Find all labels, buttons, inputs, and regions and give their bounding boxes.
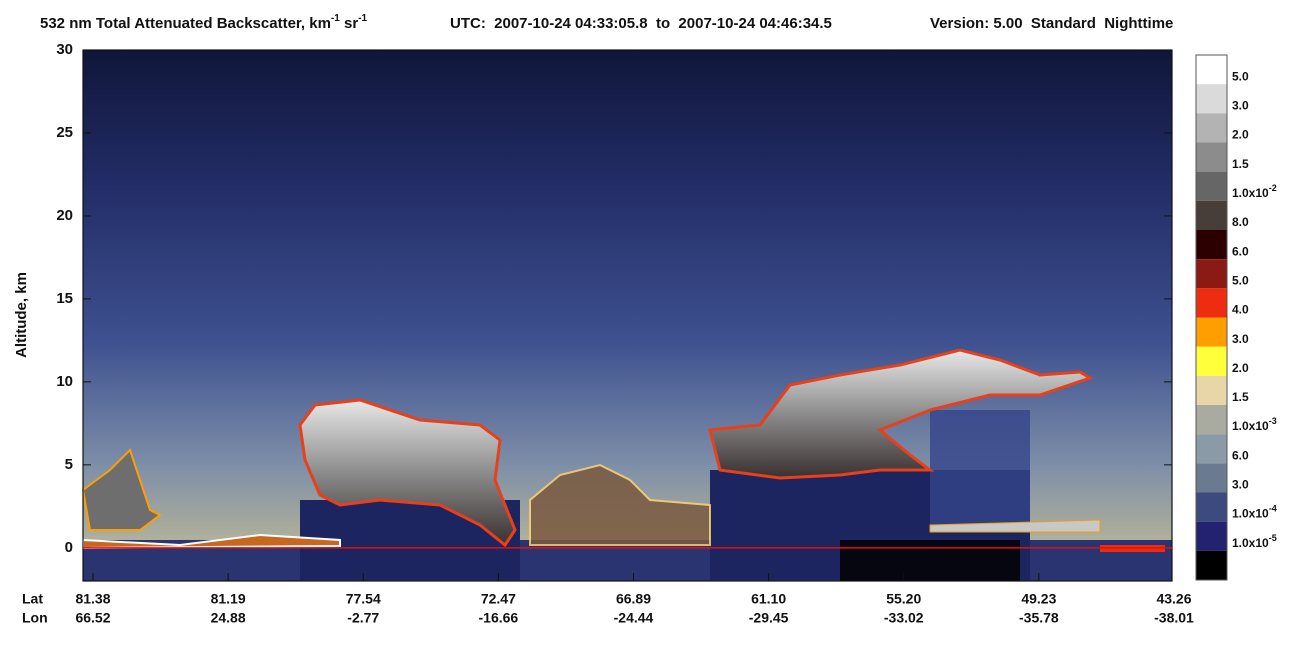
x-tick-label: -33.02	[884, 610, 924, 626]
colorbar-label: 1.5	[1232, 157, 1249, 171]
colorbar-label: 6.0	[1232, 244, 1249, 258]
title-exp: -1	[331, 13, 340, 24]
x-tick-label: -35.78	[1019, 610, 1059, 626]
colorbar-swatch	[1196, 230, 1227, 260]
y-tick-label: 5	[65, 456, 73, 473]
y-tick-label: 30	[56, 41, 73, 58]
colorbar-label-base: 1.0x10	[1232, 507, 1269, 521]
x-tick-label: -16.66	[479, 610, 519, 626]
colorbar-swatch	[1196, 171, 1227, 201]
colorbar-swatch	[1196, 317, 1227, 347]
colorbar-swatch	[1196, 346, 1227, 376]
x-tick-label: -38.01	[1154, 610, 1194, 626]
y-tick-label: 0	[65, 539, 73, 556]
x-tick-label: 43.26	[1156, 591, 1191, 607]
colorbar-swatch	[1196, 492, 1227, 522]
colorbar-label-exp: -3	[1269, 417, 1277, 427]
x-tick-label: 55.20	[886, 591, 921, 607]
x-tick-label: 72.47	[481, 591, 516, 607]
title-text: 532 nm Total Attenuated Backscatter, km	[40, 15, 331, 32]
colorbar-frame	[1195, 54, 1228, 581]
x-tick-label: -2.77	[347, 610, 379, 626]
x-tick-label: -24.44	[614, 610, 654, 626]
colorbar-label: 2.0	[1232, 128, 1249, 142]
colorbar-swatch	[1196, 434, 1227, 464]
colorbar-swatch	[1196, 288, 1227, 318]
x-tick-label: 66.52	[75, 610, 110, 626]
colorbar-label: 8.0	[1232, 215, 1249, 229]
colorbar-label: 1.5	[1232, 390, 1249, 404]
chart-title: 532 nm Total Attenuated Backscatter, km-…	[40, 13, 368, 32]
y-tick-label: 25	[56, 124, 73, 141]
colorbar-label: 6.0	[1232, 449, 1249, 463]
x-tick-label: 24.88	[211, 610, 246, 626]
colorbar-label: 5.0	[1232, 274, 1249, 288]
colorbar-label: 3.0	[1232, 332, 1249, 346]
x-tick-label: 81.19	[211, 591, 246, 607]
colorbar-label: 1.0x10-3	[1232, 417, 1277, 434]
y-tick-label: 15	[56, 290, 73, 307]
colorbar-swatch	[1196, 142, 1227, 172]
colorbar-swatch	[1196, 550, 1227, 580]
colorbar-label-base: 1.0x10	[1232, 419, 1269, 433]
x-tick-label: 81.38	[75, 591, 110, 607]
colorbar-label: 3.0	[1232, 99, 1249, 113]
colorbar-label: 1.0x10-5	[1232, 533, 1277, 550]
version: Version: 5.00 Standard Nighttime	[930, 15, 1173, 32]
colorbar-swatch	[1196, 55, 1227, 85]
colorbar-label-exp: -4	[1269, 504, 1277, 514]
colorbar-swatch	[1196, 113, 1227, 143]
x-tick-label: 66.89	[616, 591, 651, 607]
colorbar-swatch	[1196, 375, 1227, 405]
colorbar-label: 2.0	[1232, 361, 1249, 375]
colorbar-swatch	[1196, 405, 1227, 435]
plot-background	[81, 50, 1172, 581]
x-row-name: Lon	[22, 610, 48, 626]
title-text: sr	[340, 15, 359, 32]
colorbar-swatch	[1196, 200, 1227, 230]
colorbar-label: 1.0x10-2	[1232, 183, 1277, 200]
colorbar-swatch	[1196, 259, 1227, 289]
colorbar-swatch	[1196, 463, 1227, 493]
colorbar-label: 1.0x10-4	[1232, 504, 1277, 521]
utc-range: UTC: 2007-10-24 04:33:05.8 to 2007-10-24…	[450, 15, 832, 32]
colorbar-swatch	[1196, 521, 1227, 551]
y-axis-label: Altitude, km	[13, 272, 30, 358]
colorbar-label-exp: -5	[1269, 533, 1277, 543]
plot-frame	[82, 49, 1173, 582]
colorbar-label: 4.0	[1232, 303, 1249, 317]
colorbar-swatch	[1196, 84, 1227, 114]
x-tick-label: 61.10	[751, 591, 786, 607]
y-tick-label: 10	[56, 373, 73, 390]
colorbar-label: 5.0	[1232, 69, 1249, 83]
x-tick-label: 77.54	[346, 591, 381, 607]
x-tick-label: 49.23	[1021, 591, 1056, 607]
colorbar-label-base: 1.0x10	[1232, 536, 1269, 550]
x-row-name: Lat	[22, 591, 43, 607]
colorbar-label: 3.0	[1232, 478, 1249, 492]
y-tick-label: 20	[56, 207, 73, 224]
x-tick-label: -29.45	[749, 610, 789, 626]
title-exp: -1	[358, 13, 367, 24]
colorbar-label-base: 1.0x10	[1232, 186, 1269, 200]
colorbar-label-exp: -2	[1269, 183, 1277, 193]
